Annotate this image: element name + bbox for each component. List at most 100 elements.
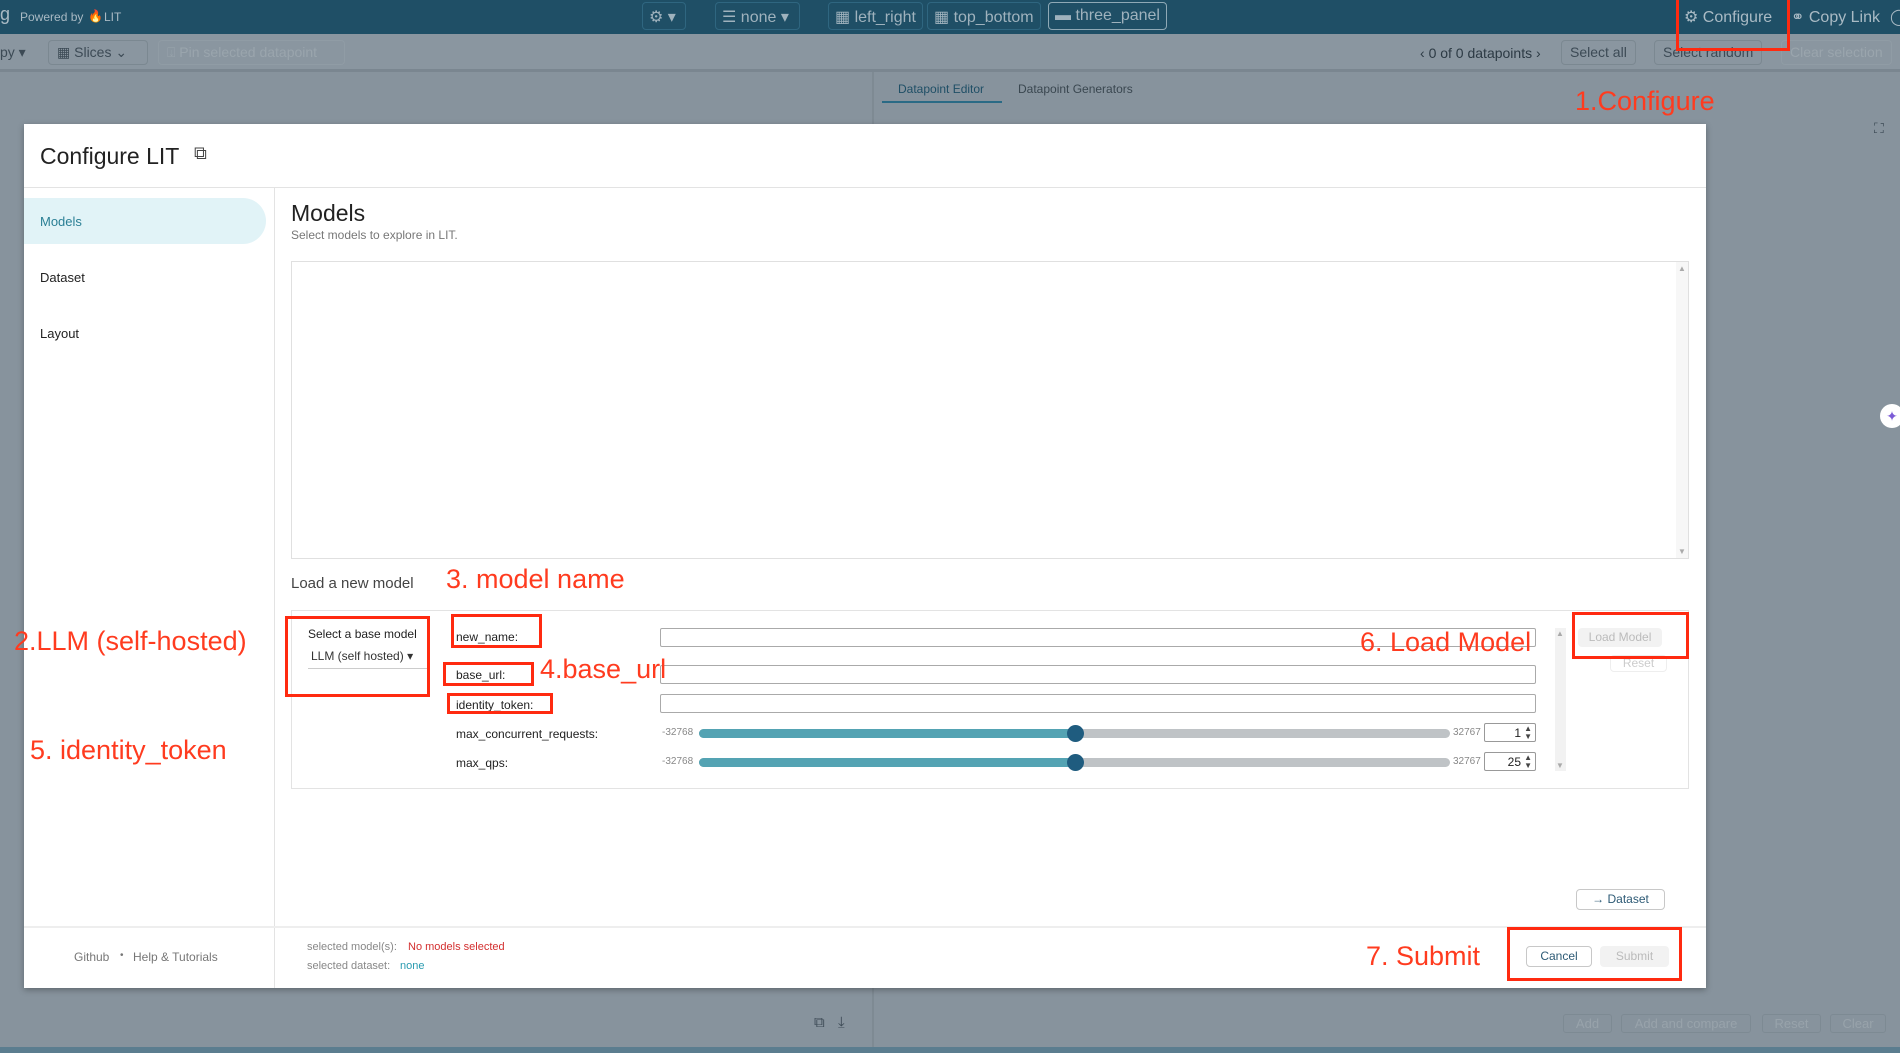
link-icon: ⚭ [1791,9,1809,26]
clear-selection-button[interactable]: Clear selection [1781,40,1892,65]
pin-datapoint-button[interactable]: ⍗ Pin selected datapoint [158,40,345,65]
annotation-configure: 1.Configure [1575,86,1715,116]
flame-icon: 🔥 [88,9,103,23]
model-dropdown[interactable]: ⚙ ▾ [642,2,686,30]
slices-icon: ▦ [57,44,75,60]
cancel-button[interactable]: Cancel [1526,946,1592,967]
add-and-compare-button[interactable]: Add and compare [1621,1014,1751,1033]
add-button[interactable]: Add [1563,1014,1612,1033]
list-icon: ☰ [722,9,741,26]
base-model-label: Select a base model [308,627,417,641]
annotation-load-model: 6. Load Model [1360,627,1532,657]
slider-thumb[interactable] [1067,725,1084,742]
annotation-identity-token: 5. identity_token [30,735,227,765]
color-by-dropdown[interactable]: ☰ none ▾ [715,2,800,30]
stepper-arrows-icon[interactable]: ▲ ▼ [1524,724,1532,741]
robot-icon: ⚙ [649,9,664,26]
sidebar-item-models[interactable] [24,198,266,244]
slider-min: -32768 [662,727,694,738]
selected-dataset-value: none [400,960,425,972]
datapoint-count: 0 of 0 datapoints [1428,45,1533,61]
main-toolbar: py ▾ ▦ Slices ⌄ ⍗ Pin selected datapoint… [0,34,1900,72]
max-qps-stepper[interactable]: 25 ▲ ▼ [1484,752,1536,771]
new-name-label: new_name: [456,630,519,644]
copy-icon[interactable]: ⧉ [814,1014,825,1031]
layout-label: top_bottom [953,9,1034,26]
model-list[interactable]: ▲ ▼ [291,261,1689,559]
configure-button[interactable]: ⚙ Configure [1684,7,1772,27]
next-dataset-button[interactable]: → Dataset [1576,889,1665,910]
copy-link-button[interactable]: ⚭ Copy Link [1791,7,1880,27]
annotation-model-name: 3. model name [446,564,625,594]
color-by-value: none [740,9,777,26]
dialog-title: Configure LIT [40,143,180,169]
slider-min: -32768 [662,756,694,767]
layout-top-bottom[interactable]: ▦ top_bottom [927,2,1041,30]
lit-logo: LIT [104,10,122,24]
section-subtitle: Select models to explore in LIT. [291,228,458,242]
max-concurrent-requests-stepper[interactable]: 1 ▲ ▼ [1484,723,1536,742]
fullscreen-icon[interactable]: ⛶ [1874,120,1884,136]
annotation-box-configure [1676,0,1790,51]
annotation-base-url: 4.base_url [540,654,667,684]
clear-button[interactable]: Clear [1830,1014,1886,1033]
reset-button[interactable]: Reset [1762,1014,1821,1033]
identity-token-input[interactable] [660,694,1536,713]
annotation-llm: 2.LLM (self-hosted) [14,626,247,656]
annotation-box-new-name [451,614,542,648]
github-link[interactable]: Github [74,950,110,964]
identity-token-label: identity_token: [456,698,534,712]
form-reset-button[interactable]: Reset [1610,655,1667,672]
status-bar [0,1047,1900,1053]
max-concurrent-requests-slider[interactable] [699,725,1450,742]
load-model-button[interactable]: Load Model [1578,628,1662,647]
new-name-input[interactable] [660,628,1536,647]
grid-icon: ▦ [835,9,855,26]
assistant-icon[interactable]: ✦ [1880,404,1900,428]
layout-left-right[interactable]: ▦ left_right [828,2,923,30]
max-qps-slider[interactable] [699,754,1450,771]
group-by-dropdown[interactable]: py ▾ [0,44,26,60]
powered-by: Powered by [20,10,84,24]
tab-datapoint-generators[interactable]: Datapoint Generators [1018,82,1133,96]
gear-icon: ⚙ [1684,9,1703,26]
submit-button[interactable]: Submit [1600,946,1669,967]
selected-models-value: No models selected [408,941,505,953]
base-url-label: base_url: [456,668,506,682]
slices-button[interactable]: ▦ Slices ⌄ [48,40,148,65]
tab-datapoint-editor[interactable]: Datapoint Editor [898,82,985,96]
form-scrollbar[interactable]: ▲ ▼ [1555,628,1566,771]
stepper-value: 25 [1507,755,1521,769]
select-all-button[interactable]: Select all [1561,40,1636,65]
model-list-scrollbar[interactable]: ▲ ▼ [1676,262,1688,558]
grid-icon: ▦ [934,9,954,26]
slider-thumb[interactable] [1067,754,1084,771]
help-tutorials-link[interactable]: Help & Tutorials [133,950,218,964]
annotation-box-submit [1507,927,1682,981]
annotation-submit: 7. Submit [1366,941,1481,971]
configure-dialog [24,124,1706,988]
base-url-input[interactable] [660,665,1536,684]
download-icon[interactable]: ⤓ [838,1014,845,1031]
dropdown-arrow-icon: ▾ [407,649,414,663]
sidebar-item-layout[interactable]: Layout [40,326,80,341]
layout-three-panel[interactable]: ▬ three_panel [1048,2,1167,30]
slider-max: 32767 [1453,756,1481,767]
slider-fill [699,758,1076,767]
stepper-arrows-icon[interactable]: ▲ ▼ [1524,753,1532,770]
layout-label: three_panel [1075,7,1160,24]
slider-fill [699,729,1076,738]
copy-link-label: Copy Link [1808,9,1881,26]
configure-label: Configure [1702,9,1773,26]
sidebar-item-models-label: Models [40,214,82,229]
app-title: g [0,4,11,24]
selected-dataset-label: selected dataset: [307,960,391,972]
top-bar: g Powered by 🔥 LIT ⚙ ▾ ☰ none ▾ ▦ left_r… [0,0,1900,34]
base-model-select[interactable]: LLM (self hosted) ▾ [308,649,427,669]
sidebar-item-dataset[interactable]: Dataset [40,270,85,285]
pin-icon: ⍗ [167,44,180,60]
datapoint-navigator[interactable]: ‹ 0 of 0 datapoints › [1420,45,1541,61]
external-link-icon[interactable]: ⧉ [194,143,207,163]
help-icon[interactable]: ◯ [1890,9,1900,26]
annotation-box-load-model [1572,612,1689,659]
